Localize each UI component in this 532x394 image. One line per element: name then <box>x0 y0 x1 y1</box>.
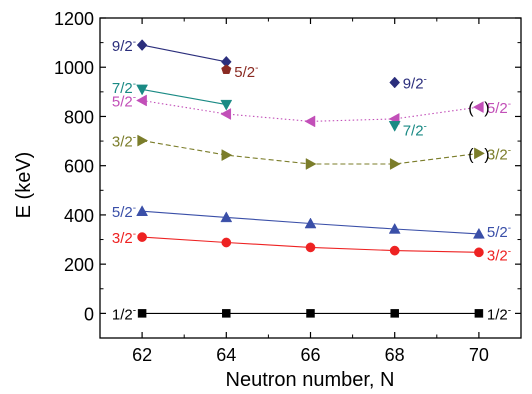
series-line-s92m <box>141 44 227 63</box>
series-line-s72m <box>142 88 227 106</box>
series-line-s32m-b <box>142 140 479 165</box>
x-tick-label: 66 <box>300 345 320 365</box>
x-axis-label: Neutron number, N <box>226 369 395 391</box>
data-point-s72m-b <box>388 121 401 132</box>
data-point-s52m <box>388 222 401 234</box>
level-labels: 9/2-5/2-7/2-5/2-3/2-5/2-3/2-1/2-9/2-7/2-… <box>112 37 511 323</box>
data-point-s12m <box>474 309 484 318</box>
tentative-paren: ) <box>484 100 489 117</box>
level-label: 7/2- <box>112 79 136 97</box>
tentative-paren: ( <box>468 100 474 117</box>
y-tick-label: 400 <box>64 206 94 226</box>
data-point-s32m-b <box>389 158 401 170</box>
y-tick-label: 800 <box>64 107 94 127</box>
level-label: 3/2- <box>487 145 511 163</box>
level-label: 3/2- <box>112 229 136 247</box>
data-point-s52m-c <box>221 64 232 74</box>
data-point-s32m <box>474 247 484 258</box>
series-markers <box>136 39 485 318</box>
y-tick-label: 600 <box>64 157 94 177</box>
x-tick-label: 70 <box>469 345 489 365</box>
level-label: 5/2- <box>487 223 511 241</box>
data-point-s12m <box>390 309 399 318</box>
data-point-s52m <box>220 211 233 223</box>
data-point-s52m <box>304 217 317 229</box>
plot-frame <box>99 17 522 339</box>
data-point-s32m <box>221 237 232 248</box>
level-label: 5/2- <box>112 203 136 221</box>
data-point-s32m-b <box>474 147 485 160</box>
tentative-paren: ( <box>468 146 474 163</box>
level-label: 3/2- <box>112 133 136 151</box>
x-tick-label: 62 <box>132 345 152 365</box>
data-point-s52m-b <box>136 94 147 107</box>
data-point-s52m <box>472 227 485 239</box>
y-tick-label: 0 <box>84 304 94 324</box>
level-label: 1/2- <box>487 305 511 323</box>
y-tick-label: 1000 <box>54 58 94 78</box>
data-point-s72m <box>136 84 149 96</box>
data-point-s12m <box>222 309 231 318</box>
level-label: 9/2- <box>112 37 136 55</box>
data-point-s92m <box>136 39 148 51</box>
series-lines <box>141 44 479 314</box>
data-point-s52m-b <box>472 101 484 114</box>
level-label: 3/2- <box>487 246 511 264</box>
x-tick-label: 68 <box>385 345 405 365</box>
data-point-s32m-b <box>137 134 149 147</box>
data-point-s52m <box>136 205 149 216</box>
data-point-s12m <box>306 309 315 318</box>
series-line-s52m-b <box>142 99 479 122</box>
data-point-s32m <box>389 245 400 256</box>
data-point-s52m-b <box>304 115 316 128</box>
level-label: 7/2- <box>403 121 427 139</box>
data-point-s52m-b <box>220 108 232 120</box>
data-point-s92m-b <box>389 76 401 89</box>
data-point-s32m <box>305 242 316 253</box>
data-point-s12m <box>137 309 147 318</box>
level-label: 5/2- <box>234 63 258 81</box>
level-label: 1/2- <box>112 305 136 323</box>
tentative-paren: ) <box>484 146 489 163</box>
axes: 0 200 400 600 800 1000 1200 62 64 66 68 70 <box>54 9 522 365</box>
y-tick-label: 1200 <box>54 9 94 29</box>
data-point-s32m <box>137 232 147 242</box>
level-label: 5/2- <box>487 99 511 117</box>
y-axis-label: E (keV) <box>13 152 35 219</box>
level-label: 5/2- <box>112 92 136 110</box>
x-tick-label: 64 <box>216 345 236 365</box>
y-tick-label: 200 <box>64 255 94 275</box>
data-point-s32m-b <box>221 149 233 162</box>
level-label: 9/2- <box>403 74 427 92</box>
data-point-s32m-b <box>305 158 317 170</box>
data-point-s72m <box>220 99 233 111</box>
